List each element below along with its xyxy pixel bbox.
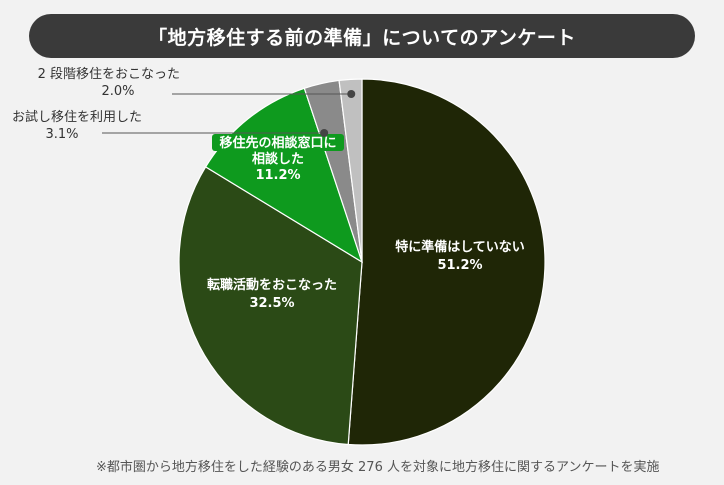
slice-label: 移住先の相談窓口に xyxy=(219,135,336,151)
slice-label: 転職活動をおこなった xyxy=(207,277,337,293)
leader-dot xyxy=(347,90,356,98)
slice-percent: 2.0% xyxy=(101,84,134,99)
slice-percent: 11.2% xyxy=(255,168,300,183)
pie-slice-5 xyxy=(338,78,363,263)
slice-percent: 32.5% xyxy=(249,296,294,311)
pie-slice-2 xyxy=(178,166,363,446)
slice-label: お試し移住を利用した xyxy=(12,109,142,125)
label-slice-5: 2 段階移住をおこなった 2.0% xyxy=(38,67,356,99)
pie-slice-3 xyxy=(204,87,364,264)
pie-slice-1 xyxy=(347,78,546,446)
label-slice-2: 転職活動をおこなった 32.5% xyxy=(207,277,337,311)
label-highlight xyxy=(212,134,344,151)
slice-label: 特に準備はしていない xyxy=(395,239,525,255)
label-slice-4: お試し移住を利用した 3.1% xyxy=(12,109,329,142)
slice-percent: 51.2% xyxy=(437,258,482,273)
leader-dot xyxy=(320,129,329,137)
slice-label: 2 段階移住をおこなった xyxy=(38,67,180,82)
footnote: ※都市圏から地方移住をした経験のある男女 276 人を対象に地方移住に関するアン… xyxy=(96,460,660,475)
slice-percent: 3.1% xyxy=(45,127,78,142)
slice-label: 相談した xyxy=(252,151,304,167)
chart-title: 「地方移住する前の準備」についてのアンケート xyxy=(29,14,695,58)
label-slice-1: 特に準備はしていない 51.2% xyxy=(395,239,525,273)
